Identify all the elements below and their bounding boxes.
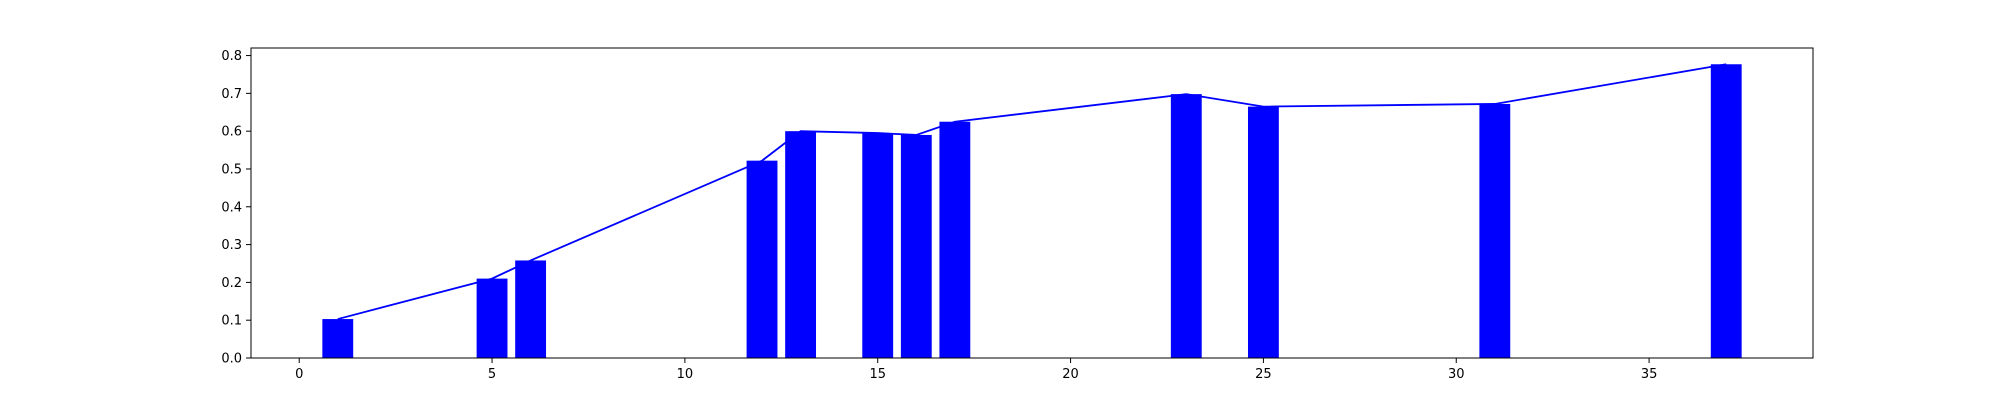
bar-x-1 xyxy=(322,319,354,358)
y-axis-ticks: 0.0 0.1 0.2 0.3 0.4 0.5 0.6 0.7 0.8 xyxy=(221,49,251,367)
bar-x-23 xyxy=(1170,94,1202,358)
y-tick-label: 0.8 xyxy=(221,49,242,64)
bar-x-17 xyxy=(939,121,971,358)
y-tick-label: 0.3 xyxy=(221,238,242,253)
x-tick-label: 25 xyxy=(1255,367,1272,382)
y-tick-label: 0.6 xyxy=(221,125,242,140)
bar-x-12 xyxy=(746,160,778,358)
x-tick-label: 10 xyxy=(677,367,694,382)
y-tick-label: 0.7 xyxy=(221,87,242,102)
bar-x-5 xyxy=(476,278,508,358)
bars xyxy=(322,64,1742,358)
x-tick-label: 35 xyxy=(1641,367,1658,382)
y-tick-label: 0.5 xyxy=(221,162,242,177)
y-tick-label: 0.4 xyxy=(221,200,242,215)
y-tick-label: 0.2 xyxy=(221,276,242,291)
bar-x-31 xyxy=(1479,103,1511,358)
bar-x-25 xyxy=(1247,106,1279,358)
x-axis-ticks: 0 5 10 15 20 25 30 35 xyxy=(295,358,1657,382)
x-tick-label: 0 xyxy=(295,367,303,382)
bar-x-37 xyxy=(1710,64,1742,358)
axes xyxy=(250,47,1814,359)
bar-x-6 xyxy=(515,260,547,358)
plot-frame xyxy=(250,47,1814,359)
bar-x-16 xyxy=(900,134,932,358)
trend-line-layer xyxy=(337,63,1727,320)
trend-line xyxy=(337,63,1727,320)
x-tick-label: 30 xyxy=(1448,367,1465,382)
y-tick-label: 0.1 xyxy=(221,314,242,329)
x-tick-label: 15 xyxy=(869,367,886,382)
x-tick-label: 20 xyxy=(1062,367,1079,382)
bar-x-15 xyxy=(862,133,894,358)
x-tick-label: 5 xyxy=(488,367,496,382)
y-tick-label: 0.0 xyxy=(221,352,242,367)
bar-x-13 xyxy=(785,131,817,358)
